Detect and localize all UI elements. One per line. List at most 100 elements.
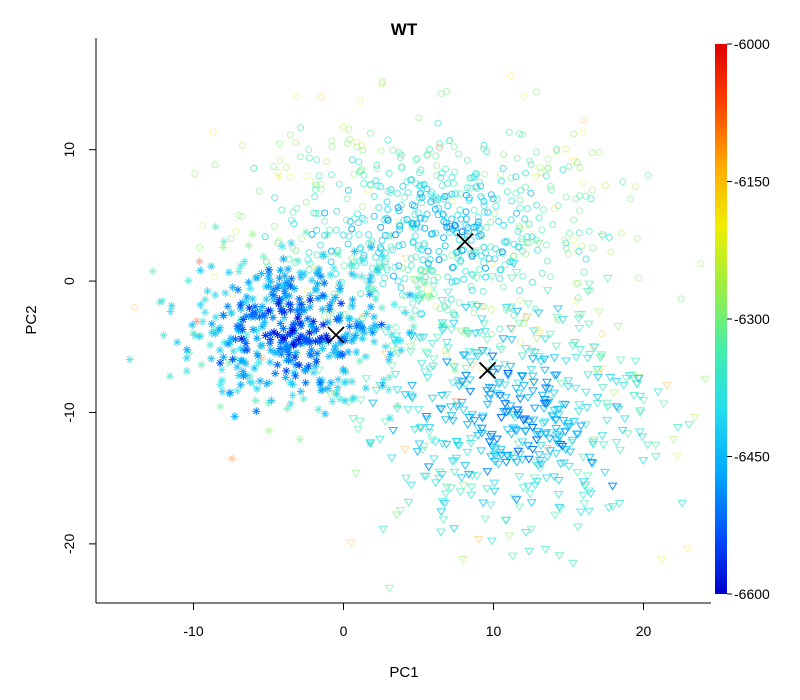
data-point-circle xyxy=(492,202,500,210)
data-point-circle xyxy=(421,267,429,275)
data-point-circle xyxy=(377,183,385,190)
data-point-asterisk xyxy=(158,297,167,306)
data-point-triangle xyxy=(490,458,500,466)
data-point-triangle xyxy=(498,335,509,344)
data-point-circle xyxy=(435,256,443,264)
data-point-asterisk xyxy=(340,332,349,341)
data-point-circle xyxy=(381,274,389,282)
data-point-asterisk xyxy=(333,352,342,361)
data-point-triangle xyxy=(422,374,433,382)
data-point-circle xyxy=(627,195,635,203)
data-point-circle xyxy=(544,155,552,163)
data-point-triangle xyxy=(514,389,525,398)
data-point-triangle xyxy=(512,307,523,316)
data-point-triangle xyxy=(537,391,548,400)
data-point-asterisk xyxy=(216,358,225,367)
data-point-circle xyxy=(336,180,343,188)
data-point-triangle xyxy=(434,474,445,483)
data-point-triangle xyxy=(488,368,499,377)
data-point-triangle xyxy=(531,334,542,343)
data-point-circle xyxy=(458,247,466,254)
data-point-triangle xyxy=(492,390,503,399)
data-point-asterisk xyxy=(284,356,293,365)
data-point-circle xyxy=(429,230,436,238)
data-point-circle xyxy=(131,304,139,311)
data-point-circle xyxy=(470,173,478,181)
data-point-triangle xyxy=(638,396,649,405)
data-point-circle xyxy=(332,226,340,234)
data-point-circle xyxy=(411,307,419,314)
data-point-circle xyxy=(476,178,484,186)
data-point-asterisk xyxy=(211,222,220,231)
data-point-triangle xyxy=(578,491,589,500)
data-point-triangle xyxy=(565,448,576,457)
data-point-asterisk xyxy=(252,407,261,416)
data-point-triangle xyxy=(575,345,586,354)
chart-title: WT xyxy=(391,20,418,39)
data-point-triangle xyxy=(576,422,586,431)
data-point-triangle xyxy=(365,439,376,448)
data-point-triangle xyxy=(422,415,432,424)
data-point-circle xyxy=(404,266,412,274)
data-point-circle xyxy=(528,278,536,286)
data-point-triangle xyxy=(615,446,626,455)
data-point-circle xyxy=(344,186,352,194)
data-point-circle xyxy=(496,266,504,274)
data-point-asterisk xyxy=(340,378,349,387)
data-point-asterisk xyxy=(336,311,345,320)
data-point-asterisk xyxy=(280,308,289,317)
data-point-circle xyxy=(321,231,328,239)
data-point-circle xyxy=(512,173,520,181)
data-point-triangle xyxy=(460,303,471,312)
data-point-circle xyxy=(373,182,381,190)
data-point-circle xyxy=(415,114,423,122)
data-point-circle xyxy=(589,244,597,252)
data-point-triangle xyxy=(380,328,391,337)
data-point-triangle xyxy=(400,391,411,400)
data-point-triangle xyxy=(593,373,603,382)
data-point-asterisk xyxy=(316,272,325,281)
data-point-triangle xyxy=(441,440,452,449)
data-point-triangle xyxy=(473,535,484,544)
data-point-asterisk xyxy=(366,439,375,448)
data-point-triangle xyxy=(549,473,560,482)
data-point-asterisk xyxy=(283,404,292,413)
data-point-triangle xyxy=(541,445,552,453)
data-point-triangle xyxy=(551,450,562,458)
data-point-asterisk xyxy=(197,360,206,369)
data-point-triangle xyxy=(418,333,429,342)
x-tick-label: 10 xyxy=(486,623,502,639)
data-point-triangle xyxy=(371,386,382,395)
data-point-triangle xyxy=(465,376,475,385)
data-point-triangle xyxy=(477,424,487,433)
colorbar-tick-label: -6300 xyxy=(734,311,770,327)
data-point-asterisk xyxy=(242,330,251,339)
data-point-asterisk xyxy=(155,298,164,307)
data-point-asterisk xyxy=(377,303,386,312)
data-point-circle xyxy=(570,216,578,224)
y-tick-label: 10 xyxy=(61,142,77,158)
data-point-asterisk xyxy=(335,316,344,325)
data-point-triangle xyxy=(560,428,571,437)
data-point-triangle xyxy=(403,498,414,507)
data-point-circle xyxy=(391,263,399,271)
data-point-asterisk xyxy=(309,317,318,326)
data-point-triangle xyxy=(523,300,534,309)
data-point-triangle xyxy=(500,381,510,390)
data-point-asterisk xyxy=(269,328,278,337)
data-point-triangle xyxy=(460,462,471,471)
data-point-asterisk xyxy=(358,324,367,333)
data-point-circle xyxy=(427,198,435,206)
axes xyxy=(95,38,711,604)
data-point-triangle xyxy=(503,370,513,378)
data-point-triangle xyxy=(561,446,572,454)
data-point-triangle xyxy=(597,383,608,392)
data-point-circle xyxy=(389,246,397,254)
data-point-asterisk xyxy=(257,354,266,363)
data-point-circle xyxy=(453,229,461,237)
data-point-triangle xyxy=(583,320,594,329)
data-point-triangle xyxy=(542,287,553,295)
data-point-asterisk xyxy=(347,377,356,386)
data-point-circle xyxy=(286,173,294,181)
data-point-asterisk xyxy=(260,318,269,327)
